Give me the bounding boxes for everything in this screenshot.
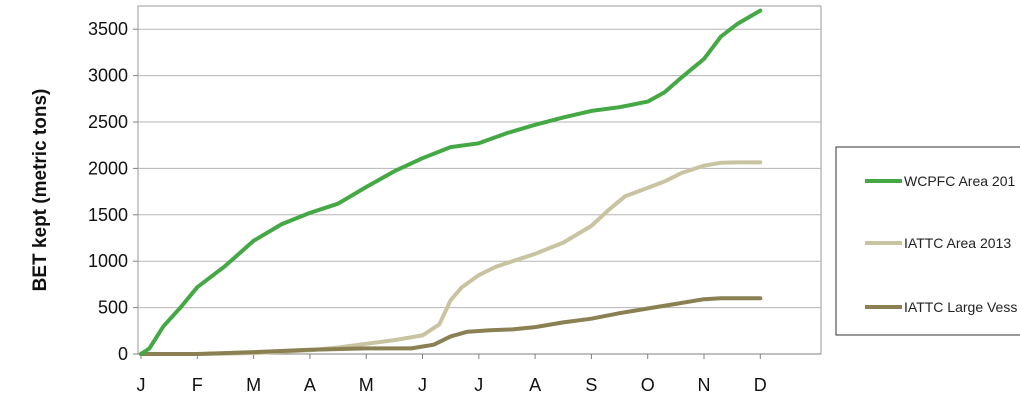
legend-label-1: WCPFC Area 201 — [904, 173, 1015, 189]
y-tick-label: 2000 — [88, 158, 128, 178]
legend-label-3: IATTC Large Vess — [904, 299, 1017, 315]
series-line-2 — [139, 160, 763, 356]
y-tick-label: 3000 — [88, 66, 128, 86]
legend-items: WCPFC Area 201 IATTC Area 2013 IATTC Large… — [865, 173, 1017, 315]
x-tick-label: S — [585, 375, 597, 395]
x-tick-label: O — [641, 375, 655, 395]
x-tick-label: D — [754, 375, 767, 395]
y-axis-title: BET kept (metric tons) — [30, 89, 51, 292]
y-tick-label: 2500 — [88, 112, 128, 132]
plot-area — [137, 5, 822, 355]
x-tick-label: J — [137, 375, 146, 395]
y-tick-label: 3500 — [88, 19, 128, 39]
x-tick-label: N — [698, 375, 711, 395]
x-tick-label: M — [246, 375, 261, 395]
x-tick-label: J — [418, 375, 427, 395]
x-tick-label: M — [359, 375, 374, 395]
series-line-3 — [139, 296, 763, 356]
y-axis-ticks: 0 500 1000 1500 2000 2500 3000 3500 — [88, 19, 138, 364]
gridlines — [138, 28, 821, 355]
y-tick-label: 1500 — [88, 205, 128, 225]
series-line-1 — [139, 8, 763, 356]
legend: WCPFC Area 201 IATTC Area 2013 IATTC Large… — [835, 146, 1020, 336]
y-tick-label: 0 — [118, 344, 128, 364]
y-tick-label: 1000 — [88, 251, 128, 271]
series-lines — [139, 8, 763, 356]
x-tick-label: A — [529, 375, 541, 395]
y-tick-label: 500 — [98, 298, 128, 318]
x-tick-label: F — [192, 375, 203, 395]
x-tick-label: A — [304, 375, 316, 395]
x-tick-label: J — [474, 375, 483, 395]
legend-label-2: IATTC Area 2013 — [904, 235, 1011, 251]
